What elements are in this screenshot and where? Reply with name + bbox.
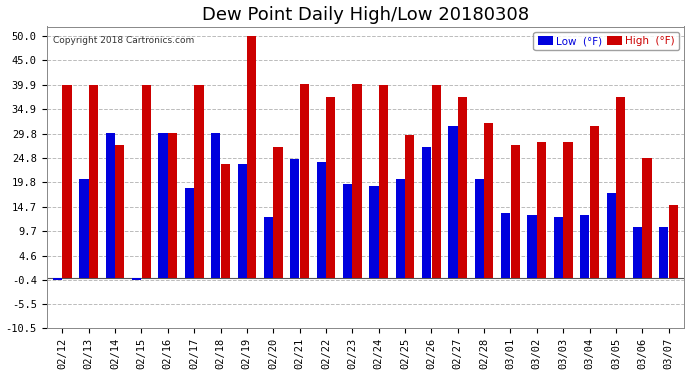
Bar xyxy=(106,133,115,278)
Bar xyxy=(458,96,467,278)
Bar xyxy=(395,179,405,278)
Bar xyxy=(159,133,168,278)
Bar xyxy=(405,135,415,278)
Bar xyxy=(616,96,625,278)
Bar xyxy=(580,215,589,278)
Bar xyxy=(79,179,88,278)
Bar xyxy=(369,186,379,278)
Bar xyxy=(53,278,62,280)
Bar xyxy=(659,227,669,278)
Bar xyxy=(221,164,230,278)
Bar xyxy=(554,217,563,278)
Bar xyxy=(422,147,431,278)
Bar xyxy=(633,227,642,278)
Bar xyxy=(537,142,546,278)
Bar xyxy=(317,162,326,278)
Bar xyxy=(237,164,247,278)
Bar xyxy=(211,133,220,278)
Bar xyxy=(168,133,177,278)
Bar xyxy=(89,85,98,278)
Bar xyxy=(590,126,599,278)
Bar xyxy=(379,85,388,278)
Bar xyxy=(475,179,484,278)
Bar xyxy=(264,217,273,278)
Bar xyxy=(299,84,309,278)
Bar xyxy=(448,126,457,278)
Bar xyxy=(141,85,151,278)
Bar xyxy=(326,96,335,278)
Bar xyxy=(484,123,493,278)
Bar xyxy=(195,85,204,278)
Bar xyxy=(527,215,537,278)
Legend: Low  (°F), High  (°F): Low (°F), High (°F) xyxy=(533,32,679,50)
Bar xyxy=(511,145,520,278)
Bar xyxy=(353,84,362,278)
Bar xyxy=(501,213,511,278)
Bar xyxy=(642,158,651,278)
Bar xyxy=(343,183,352,278)
Bar xyxy=(669,205,678,278)
Bar xyxy=(247,36,256,278)
Bar xyxy=(63,85,72,278)
Bar xyxy=(563,142,573,278)
Bar xyxy=(290,159,299,278)
Text: Copyright 2018 Cartronics.com: Copyright 2018 Cartronics.com xyxy=(53,36,194,45)
Bar xyxy=(115,145,124,278)
Bar xyxy=(185,188,194,278)
Bar xyxy=(607,193,615,278)
Bar xyxy=(273,147,283,278)
Bar xyxy=(431,85,441,278)
Title: Dew Point Daily High/Low 20180308: Dew Point Daily High/Low 20180308 xyxy=(202,6,529,24)
Bar xyxy=(132,278,141,280)
